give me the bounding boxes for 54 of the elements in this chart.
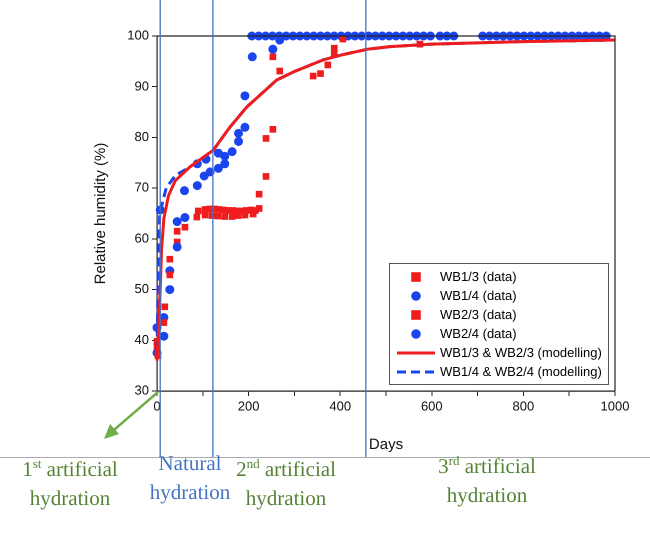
point [262, 135, 270, 142]
point [221, 213, 228, 220]
legend-label: WB1/4 (data) [440, 287, 517, 305]
y-axis-title: Relative humidity (%) [92, 142, 110, 284]
y-tick-label: 60 [134, 230, 149, 246]
point [180, 213, 190, 222]
x-tick-label: 200 [238, 398, 260, 414]
point [310, 72, 317, 80]
point [240, 91, 250, 100]
point [270, 53, 276, 60]
y-tick-label: 80 [134, 129, 149, 144]
point [166, 256, 174, 262]
x-axis-title: Days [368, 436, 404, 454]
point [214, 164, 223, 173]
point [194, 214, 200, 220]
x-tick-label: 1000 [600, 398, 630, 414]
y-tick-label: 70 [134, 180, 149, 195]
y-tick-label: 30 [134, 382, 149, 398]
point [276, 68, 284, 74]
point [262, 173, 270, 180]
x-tick-label: 800 [512, 398, 534, 414]
y-tick-label: 90 [134, 78, 149, 94]
legend-label: WB1/3 (data) [440, 268, 517, 286]
point [256, 190, 262, 198]
point [220, 159, 230, 168]
legend-label: WB1/4 & WB2/4 (modelling) [440, 363, 602, 381]
point [194, 208, 202, 214]
text: Natural hydration [150, 451, 230, 504]
point [214, 212, 222, 220]
x-tick-label: 400 [329, 398, 352, 414]
legend-label: WB2/4 (data) [440, 325, 517, 343]
point [324, 62, 332, 68]
point [268, 44, 278, 54]
text: 3$^{rd}$ artificial hydration [437, 452, 537, 509]
legend-label: WB1/3 & WB2/3 (modelling) [440, 344, 602, 362]
legend-label: WB2/3 (data) [440, 306, 517, 324]
point [270, 126, 276, 133]
point [174, 228, 180, 235]
point [234, 128, 244, 138]
point [182, 224, 188, 231]
text: 1$^{st}$ artificial hydration [21, 455, 119, 512]
point [172, 242, 182, 252]
y-tick-label: 40 [134, 332, 149, 347]
point [317, 70, 324, 77]
point [161, 303, 168, 310]
y-tick-label: 50 [134, 281, 149, 296]
y-tick-label: 100 [127, 28, 149, 43]
text: 2$^{nd}$ artificial hydration [235, 455, 337, 512]
point [330, 44, 338, 52]
x-tick-label: 600 [420, 398, 443, 414]
point [192, 181, 202, 190]
point [200, 171, 209, 180]
point [165, 285, 174, 294]
point [248, 52, 257, 62]
